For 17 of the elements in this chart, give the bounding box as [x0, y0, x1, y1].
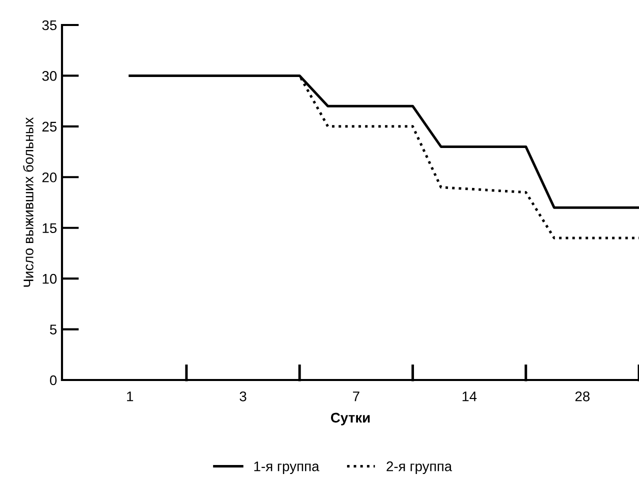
x-tick-label: 28	[575, 391, 590, 402]
x-tick-label: 7	[353, 392, 360, 402]
y-tick-label: 15	[42, 223, 57, 234]
y-tick-label: 30	[42, 71, 57, 81]
legend-label: 1-я группа	[254, 462, 320, 474]
legend-label: 2-я группа	[386, 461, 452, 474]
y-tick-label: 35	[42, 20, 57, 30]
x-axis-title: Сутки	[330, 412, 370, 426]
x-tick-label: 1	[127, 392, 134, 402]
y-tick-label: 20	[42, 172, 57, 182]
y-axis-title: Число выживших больных	[23, 117, 34, 287]
x-tick-label: 3	[240, 391, 246, 402]
y-tick-label: 0	[50, 375, 57, 386]
y-tick-label: 25	[42, 122, 57, 132]
y-tick-label: 5	[50, 324, 57, 334]
x-tick-label: 14	[462, 392, 477, 402]
y-tick-label: 10	[42, 274, 57, 284]
